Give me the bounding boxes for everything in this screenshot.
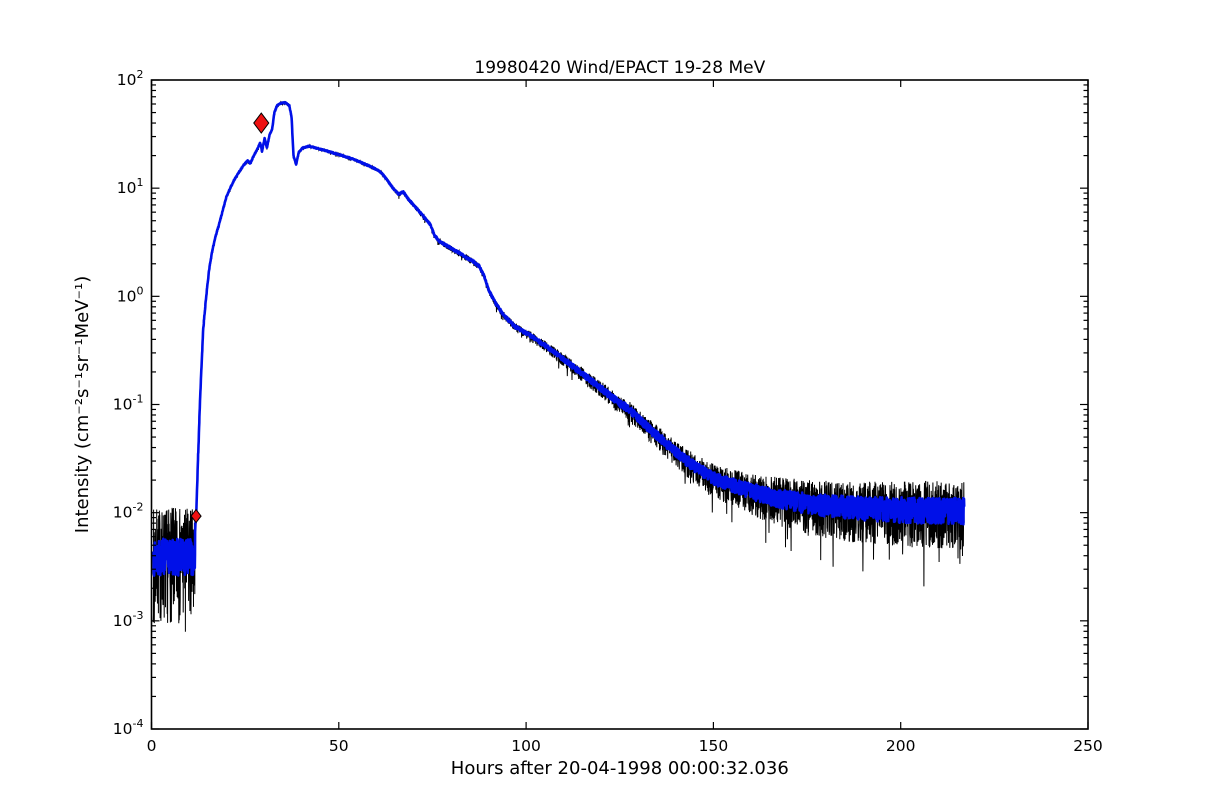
y-tick-label: 100 <box>117 284 144 305</box>
data-series-layer <box>151 100 966 632</box>
x-tick-label: 200 <box>886 737 916 755</box>
axes-layer: 10-4 10-3 10-2 10-1 100 101 102 0 50 100 150 200 250 <box>113 68 1103 755</box>
y-tick-label: 102 <box>117 68 144 89</box>
x-tick-label: 50 <box>329 737 349 755</box>
y-axis-label: Intensity (cm⁻²s⁻¹sr⁻¹MeV⁻¹) <box>72 276 93 533</box>
plot-title: 19980420 Wind/EPACT 19-28 MeV <box>474 58 765 78</box>
x-axis-label: Hours after 20-04-1998 00:00:32.036 <box>451 758 789 779</box>
smoothed-intensity-trace <box>151 101 966 577</box>
y-tick-label: 101 <box>117 176 144 197</box>
x-tick-label: 150 <box>699 737 729 755</box>
x-tick-label: 0 <box>147 737 157 755</box>
y-tick-label: 10-1 <box>113 393 144 414</box>
y-tick-label: 10-3 <box>113 609 144 630</box>
peak-marker <box>253 112 270 134</box>
y-tick-label: 10-4 <box>113 717 144 738</box>
event-markers-layer <box>190 112 270 524</box>
x-tick-label: 100 <box>511 737 541 755</box>
onset-marker <box>190 508 202 524</box>
x-tick-label: 250 <box>1073 737 1103 755</box>
y-tick-label: 10-2 <box>113 501 144 522</box>
